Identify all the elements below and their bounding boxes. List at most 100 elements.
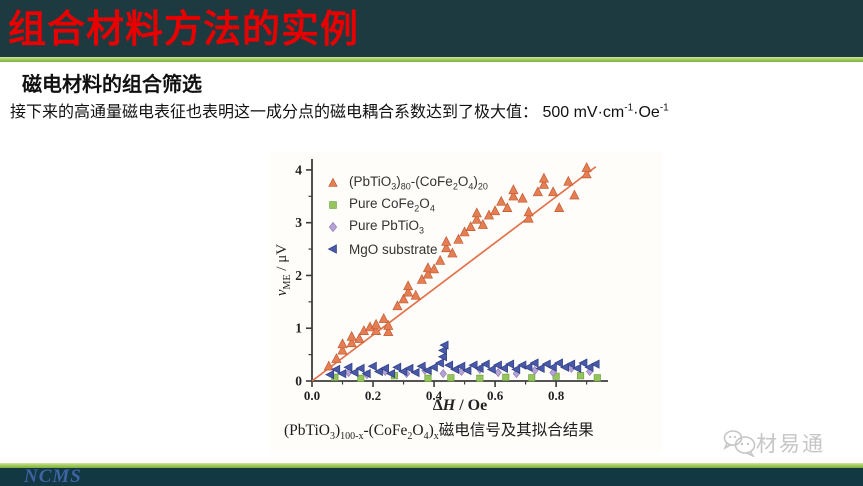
data-point	[447, 247, 458, 258]
y-tick-label: 4	[295, 162, 302, 177]
data-point	[371, 325, 382, 335]
data-point	[523, 206, 534, 217]
legend-label: (PbTiO3)80-(CoFe2O4)20	[349, 174, 488, 192]
legend-label: Pure PbTiO3	[349, 218, 425, 236]
data-point	[494, 367, 502, 378]
legend-row: (PbTiO3)80-(CoFe2O4)20	[326, 172, 488, 194]
data-point	[462, 365, 472, 376]
data-point	[447, 374, 455, 382]
chart-figure: vME / μV 0.0 0.2 0.4 0.6 0.8 0 1 2 3 4 ΔH / Oe (P…	[270, 152, 662, 452]
watermark: 材易通	[722, 428, 825, 458]
data-point	[434, 358, 444, 368]
data-point	[517, 192, 528, 203]
data-point	[441, 242, 452, 253]
data-point	[547, 186, 559, 197]
data-point	[373, 366, 383, 377]
data-point	[554, 202, 565, 213]
data-point	[578, 358, 588, 368]
data-point	[435, 254, 446, 265]
data-point	[424, 374, 432, 382]
data-point	[437, 345, 447, 356]
top-divider	[0, 57, 863, 62]
data-point	[428, 362, 438, 372]
data-point	[492, 360, 502, 370]
data-point	[456, 361, 466, 371]
data-point	[386, 368, 396, 379]
data-point	[392, 362, 402, 372]
data-point	[398, 293, 409, 304]
x-tick-label: 0.2	[365, 388, 381, 402]
data-point	[590, 359, 600, 369]
data-point	[508, 184, 519, 195]
x-axis-label: ΔH / Oe	[432, 397, 488, 414]
data-point	[471, 213, 482, 224]
data-point	[480, 359, 490, 369]
data-point	[498, 363, 508, 373]
data-point	[508, 190, 519, 201]
data-point	[404, 363, 414, 373]
data-point	[502, 373, 510, 381]
fit-line	[311, 166, 597, 382]
watermark-text: 材易通	[756, 433, 825, 456]
data-point	[532, 186, 543, 197]
x-tick-label: 0.8	[548, 388, 565, 402]
data-point	[450, 364, 460, 375]
data-point	[379, 363, 389, 373]
data-point	[346, 330, 357, 341]
data-point	[560, 362, 570, 372]
data-point	[538, 178, 549, 189]
data-point	[354, 333, 365, 343]
data-point	[346, 337, 357, 348]
data-point	[581, 168, 592, 179]
data-point	[538, 172, 549, 183]
data-point	[422, 268, 434, 279]
data-point	[392, 300, 403, 311]
y-tick-label: 1	[295, 321, 302, 336]
data-point	[383, 326, 394, 337]
data-point	[337, 344, 348, 355]
title-bar: 组合材料方法的实例	[0, 0, 863, 57]
data-point	[535, 363, 545, 373]
data-point	[343, 362, 353, 372]
data-point	[490, 205, 501, 216]
data-point	[416, 273, 427, 284]
data-point	[569, 189, 580, 200]
data-point	[511, 364, 521, 375]
data-point	[523, 212, 534, 223]
legend-row: Pure CoFe2O4	[326, 194, 488, 216]
data-point	[459, 226, 470, 237]
data-point	[325, 370, 335, 380]
slide-title: 组合材料方法的实例	[8, 9, 360, 51]
data-point	[378, 312, 389, 323]
data-point	[367, 361, 377, 371]
data-point	[553, 358, 563, 368]
triangle-left-legend-marker-icon	[327, 244, 337, 254]
data-point	[584, 362, 594, 372]
y-tick-label: 3	[295, 215, 302, 230]
data-point	[502, 202, 513, 213]
scatter-chart: 0.0 0.2 0.4 0.6 0.8 0 1 2 3 4	[295, 159, 608, 402]
data-point	[437, 352, 447, 362]
data-point	[453, 233, 464, 244]
data-point	[505, 359, 515, 369]
y-tick-label: 0	[295, 374, 302, 389]
data-point	[477, 219, 488, 229]
data-point	[422, 365, 432, 376]
data-point	[357, 374, 365, 382]
data-point	[371, 318, 382, 329]
data-point	[403, 280, 414, 291]
legend-row: Pure PbTiO3	[326, 216, 488, 238]
data-point	[471, 207, 482, 218]
data-point	[416, 361, 426, 371]
data-point	[486, 364, 496, 375]
legend-row: MgO substrate	[326, 238, 488, 260]
data-point	[528, 374, 536, 382]
data-point	[476, 374, 484, 382]
data-point	[331, 364, 341, 375]
chat-bubbles-icon	[723, 430, 756, 457]
data-point	[441, 235, 452, 246]
x-tick-label: 0.4	[426, 388, 443, 402]
data-point	[547, 362, 557, 372]
x-tick-label: 0.6	[487, 388, 504, 402]
data-point	[593, 374, 601, 382]
